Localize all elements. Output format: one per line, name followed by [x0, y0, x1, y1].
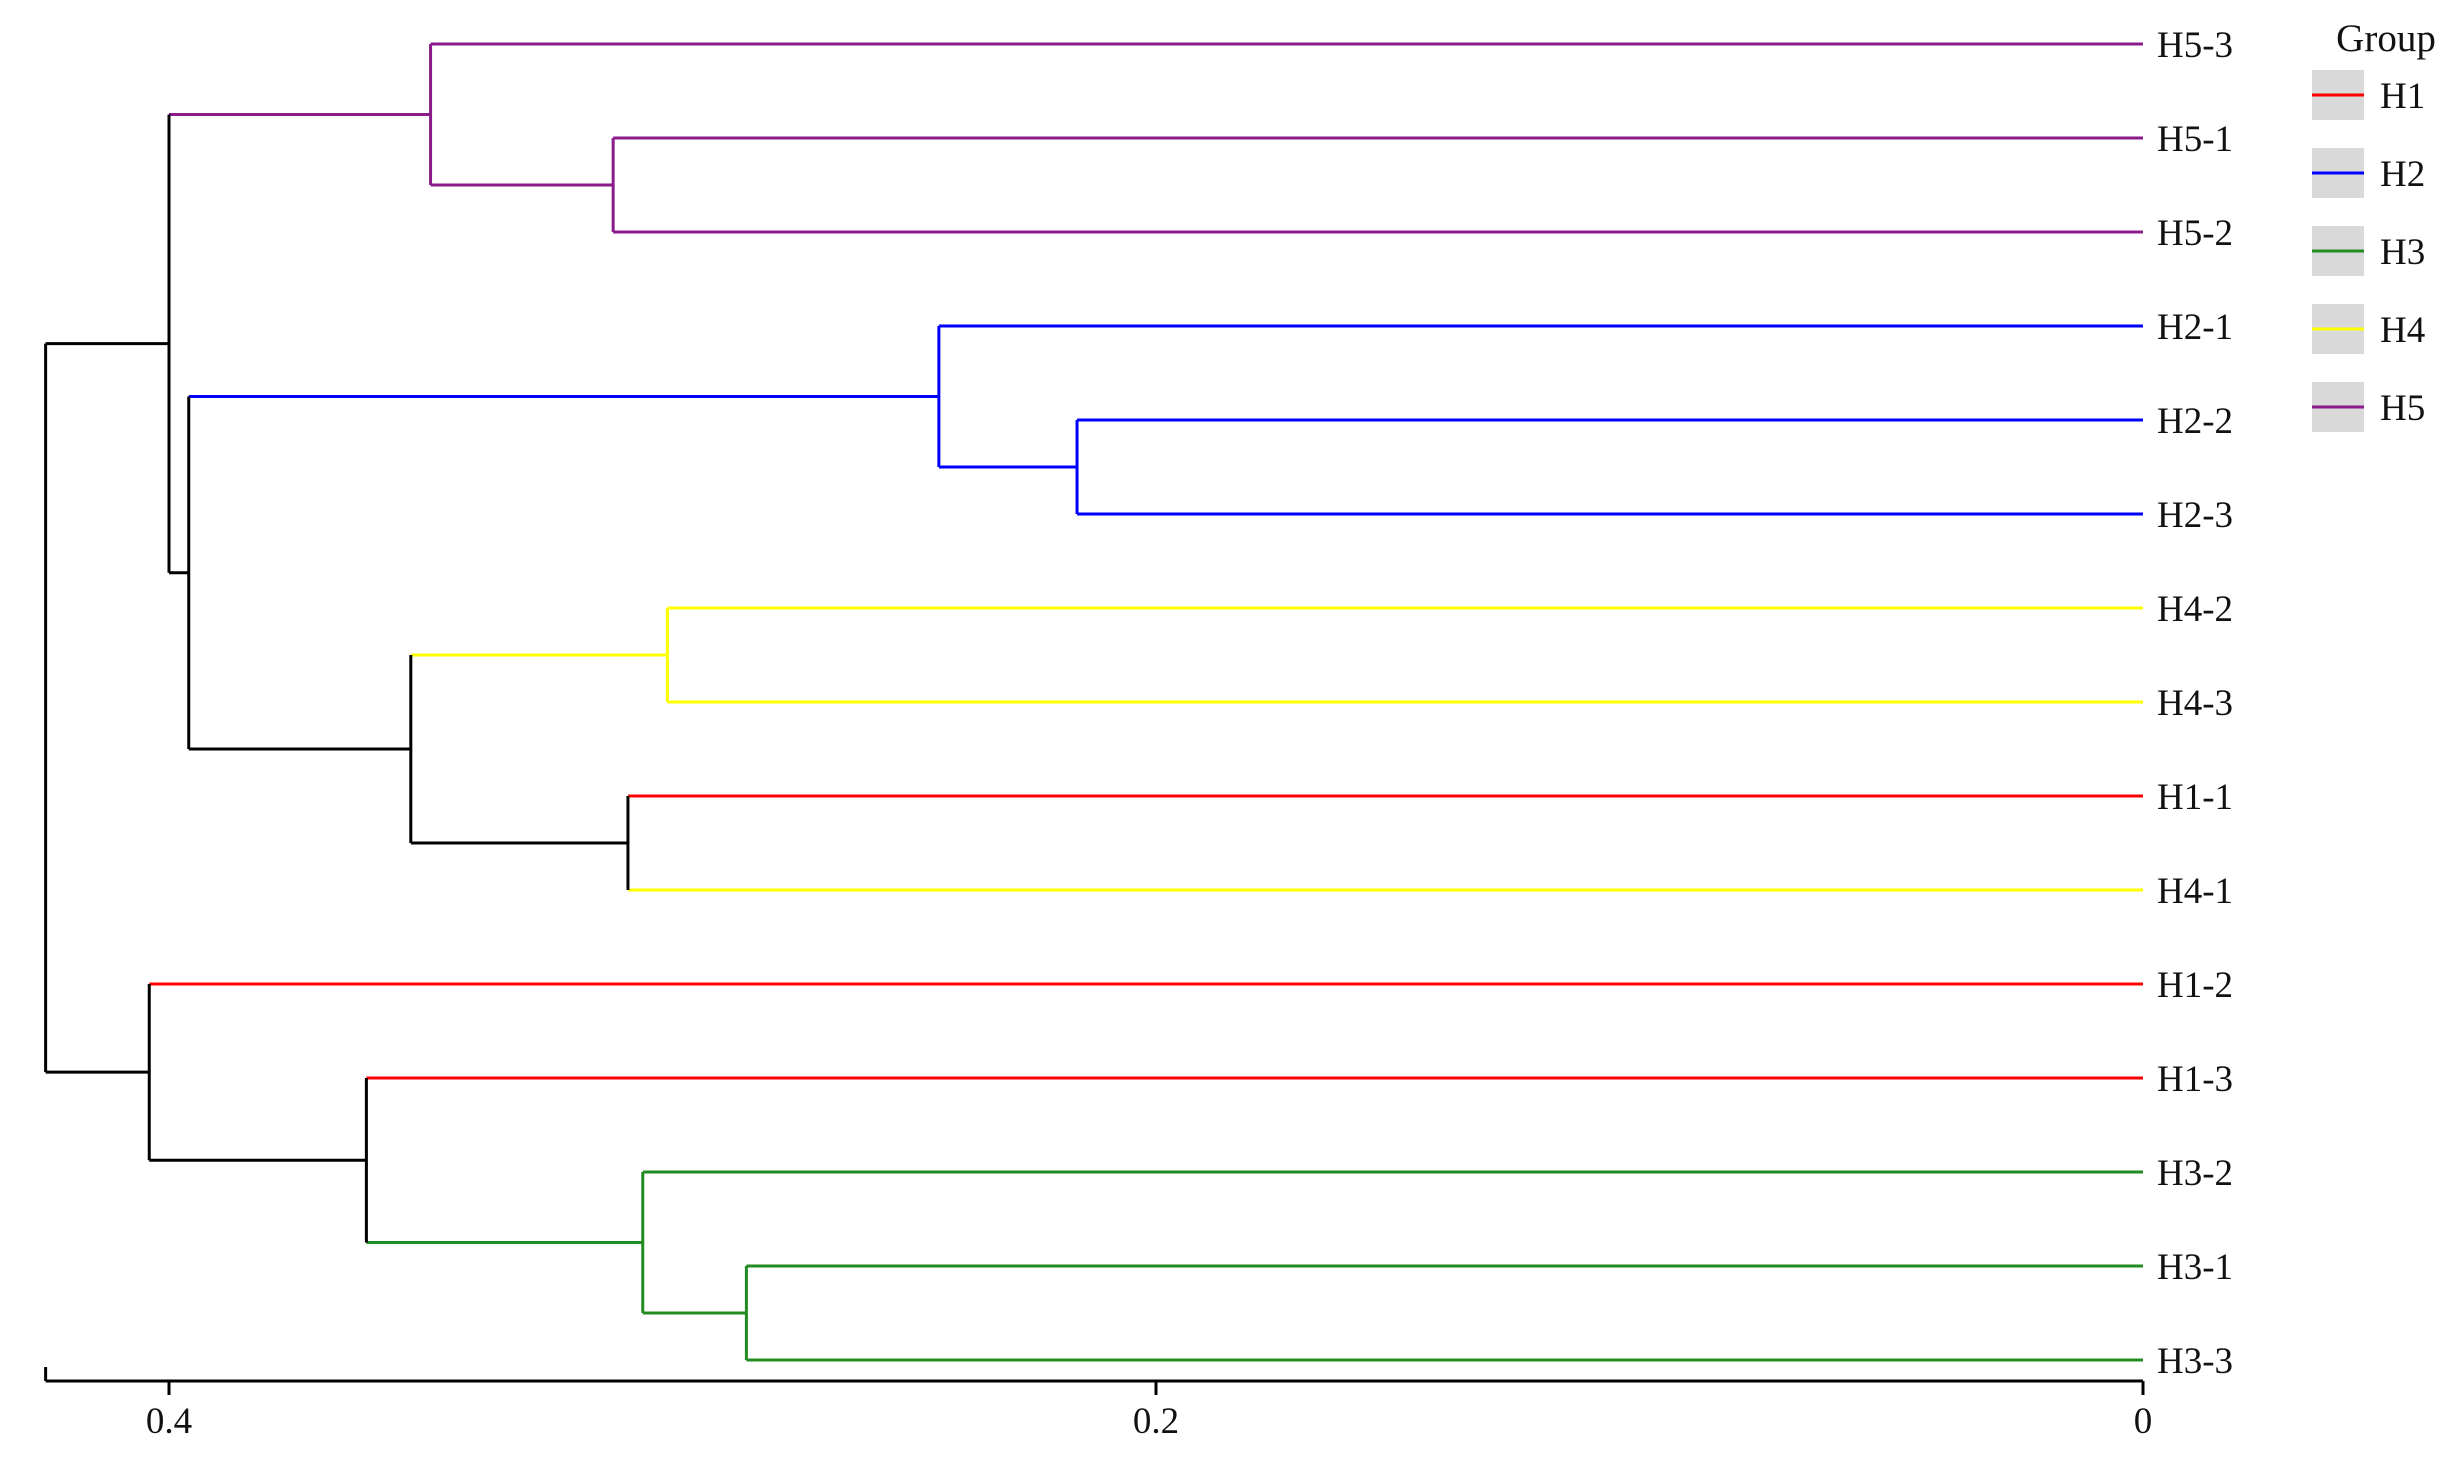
- leaf-label: H4-3: [2157, 683, 2233, 724]
- leaf-label: H3-2: [2157, 1153, 2233, 1194]
- leaf-label: H1-1: [2157, 777, 2233, 818]
- axis-tick-label: 0.4: [146, 1401, 192, 1442]
- axis-tick-label: 0: [2134, 1401, 2153, 1442]
- distance-axis: 0.4 0.2 0: [44, 1367, 2153, 1442]
- leaf-label: H2-2: [2157, 401, 2233, 442]
- legend: Group H1 H2 H3 H4 H5: [2312, 17, 2436, 432]
- legend-label: H4: [2380, 310, 2425, 351]
- leaf-label: H5-2: [2157, 213, 2233, 254]
- legend-label: H2: [2380, 154, 2425, 195]
- axis-tick-label: 0.2: [1133, 1401, 1179, 1442]
- leaf-label: H3-1: [2157, 1247, 2233, 1288]
- leaf-label: H5-3: [2157, 25, 2233, 66]
- legend-title: Group: [2336, 17, 2436, 60]
- leaf-label: H4-2: [2157, 589, 2233, 630]
- leaf-label-group: H5-3 H5-1 H5-2 H2-1 H2-2 H2-3 H4-2 H4-3 H1-1 H4-1…: [2157, 25, 2233, 1382]
- leaf-label: H1-2: [2157, 965, 2233, 1006]
- legend-label: H1: [2380, 76, 2425, 117]
- leaf-label: H4-1: [2157, 871, 2233, 912]
- leaf-label: H3-3: [2157, 1341, 2233, 1382]
- legend-label: H3: [2380, 232, 2425, 273]
- leaf-label: H2-3: [2157, 495, 2233, 536]
- branch-group: [44, 42, 2143, 1362]
- leaf-label: H2-1: [2157, 307, 2233, 348]
- leaf-label: H1-3: [2157, 1059, 2233, 1100]
- leaf-label: H5-1: [2157, 119, 2233, 160]
- legend-label: H5: [2380, 388, 2425, 429]
